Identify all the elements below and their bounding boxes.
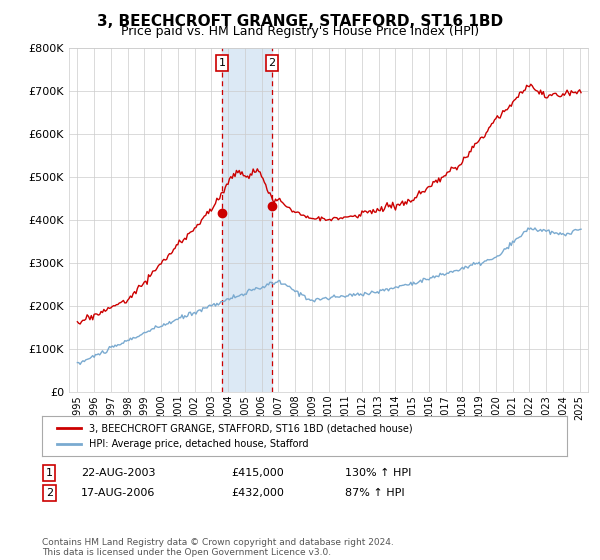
Text: 1: 1 <box>218 58 226 68</box>
Text: £432,000: £432,000 <box>231 488 284 498</box>
Text: Contains HM Land Registry data © Crown copyright and database right 2024.
This d: Contains HM Land Registry data © Crown c… <box>42 538 394 557</box>
Text: 87% ↑ HPI: 87% ↑ HPI <box>345 488 404 498</box>
Text: 1: 1 <box>46 468 53 478</box>
Bar <box>222 48 272 392</box>
Text: Price paid vs. HM Land Registry's House Price Index (HPI): Price paid vs. HM Land Registry's House … <box>121 25 479 38</box>
Legend: 3, BEECHCROFT GRANGE, STAFFORD, ST16 1BD (detached house), HPI: Average price, d: 3, BEECHCROFT GRANGE, STAFFORD, ST16 1BD… <box>52 418 418 454</box>
Text: 130% ↑ HPI: 130% ↑ HPI <box>345 468 412 478</box>
Text: 3, BEECHCROFT GRANGE, STAFFORD, ST16 1BD: 3, BEECHCROFT GRANGE, STAFFORD, ST16 1BD <box>97 14 503 29</box>
Text: £415,000: £415,000 <box>231 468 284 478</box>
Text: 22-AUG-2003: 22-AUG-2003 <box>81 468 155 478</box>
Text: 2: 2 <box>46 488 53 498</box>
Text: 2: 2 <box>269 58 275 68</box>
Text: 17-AUG-2006: 17-AUG-2006 <box>81 488 155 498</box>
